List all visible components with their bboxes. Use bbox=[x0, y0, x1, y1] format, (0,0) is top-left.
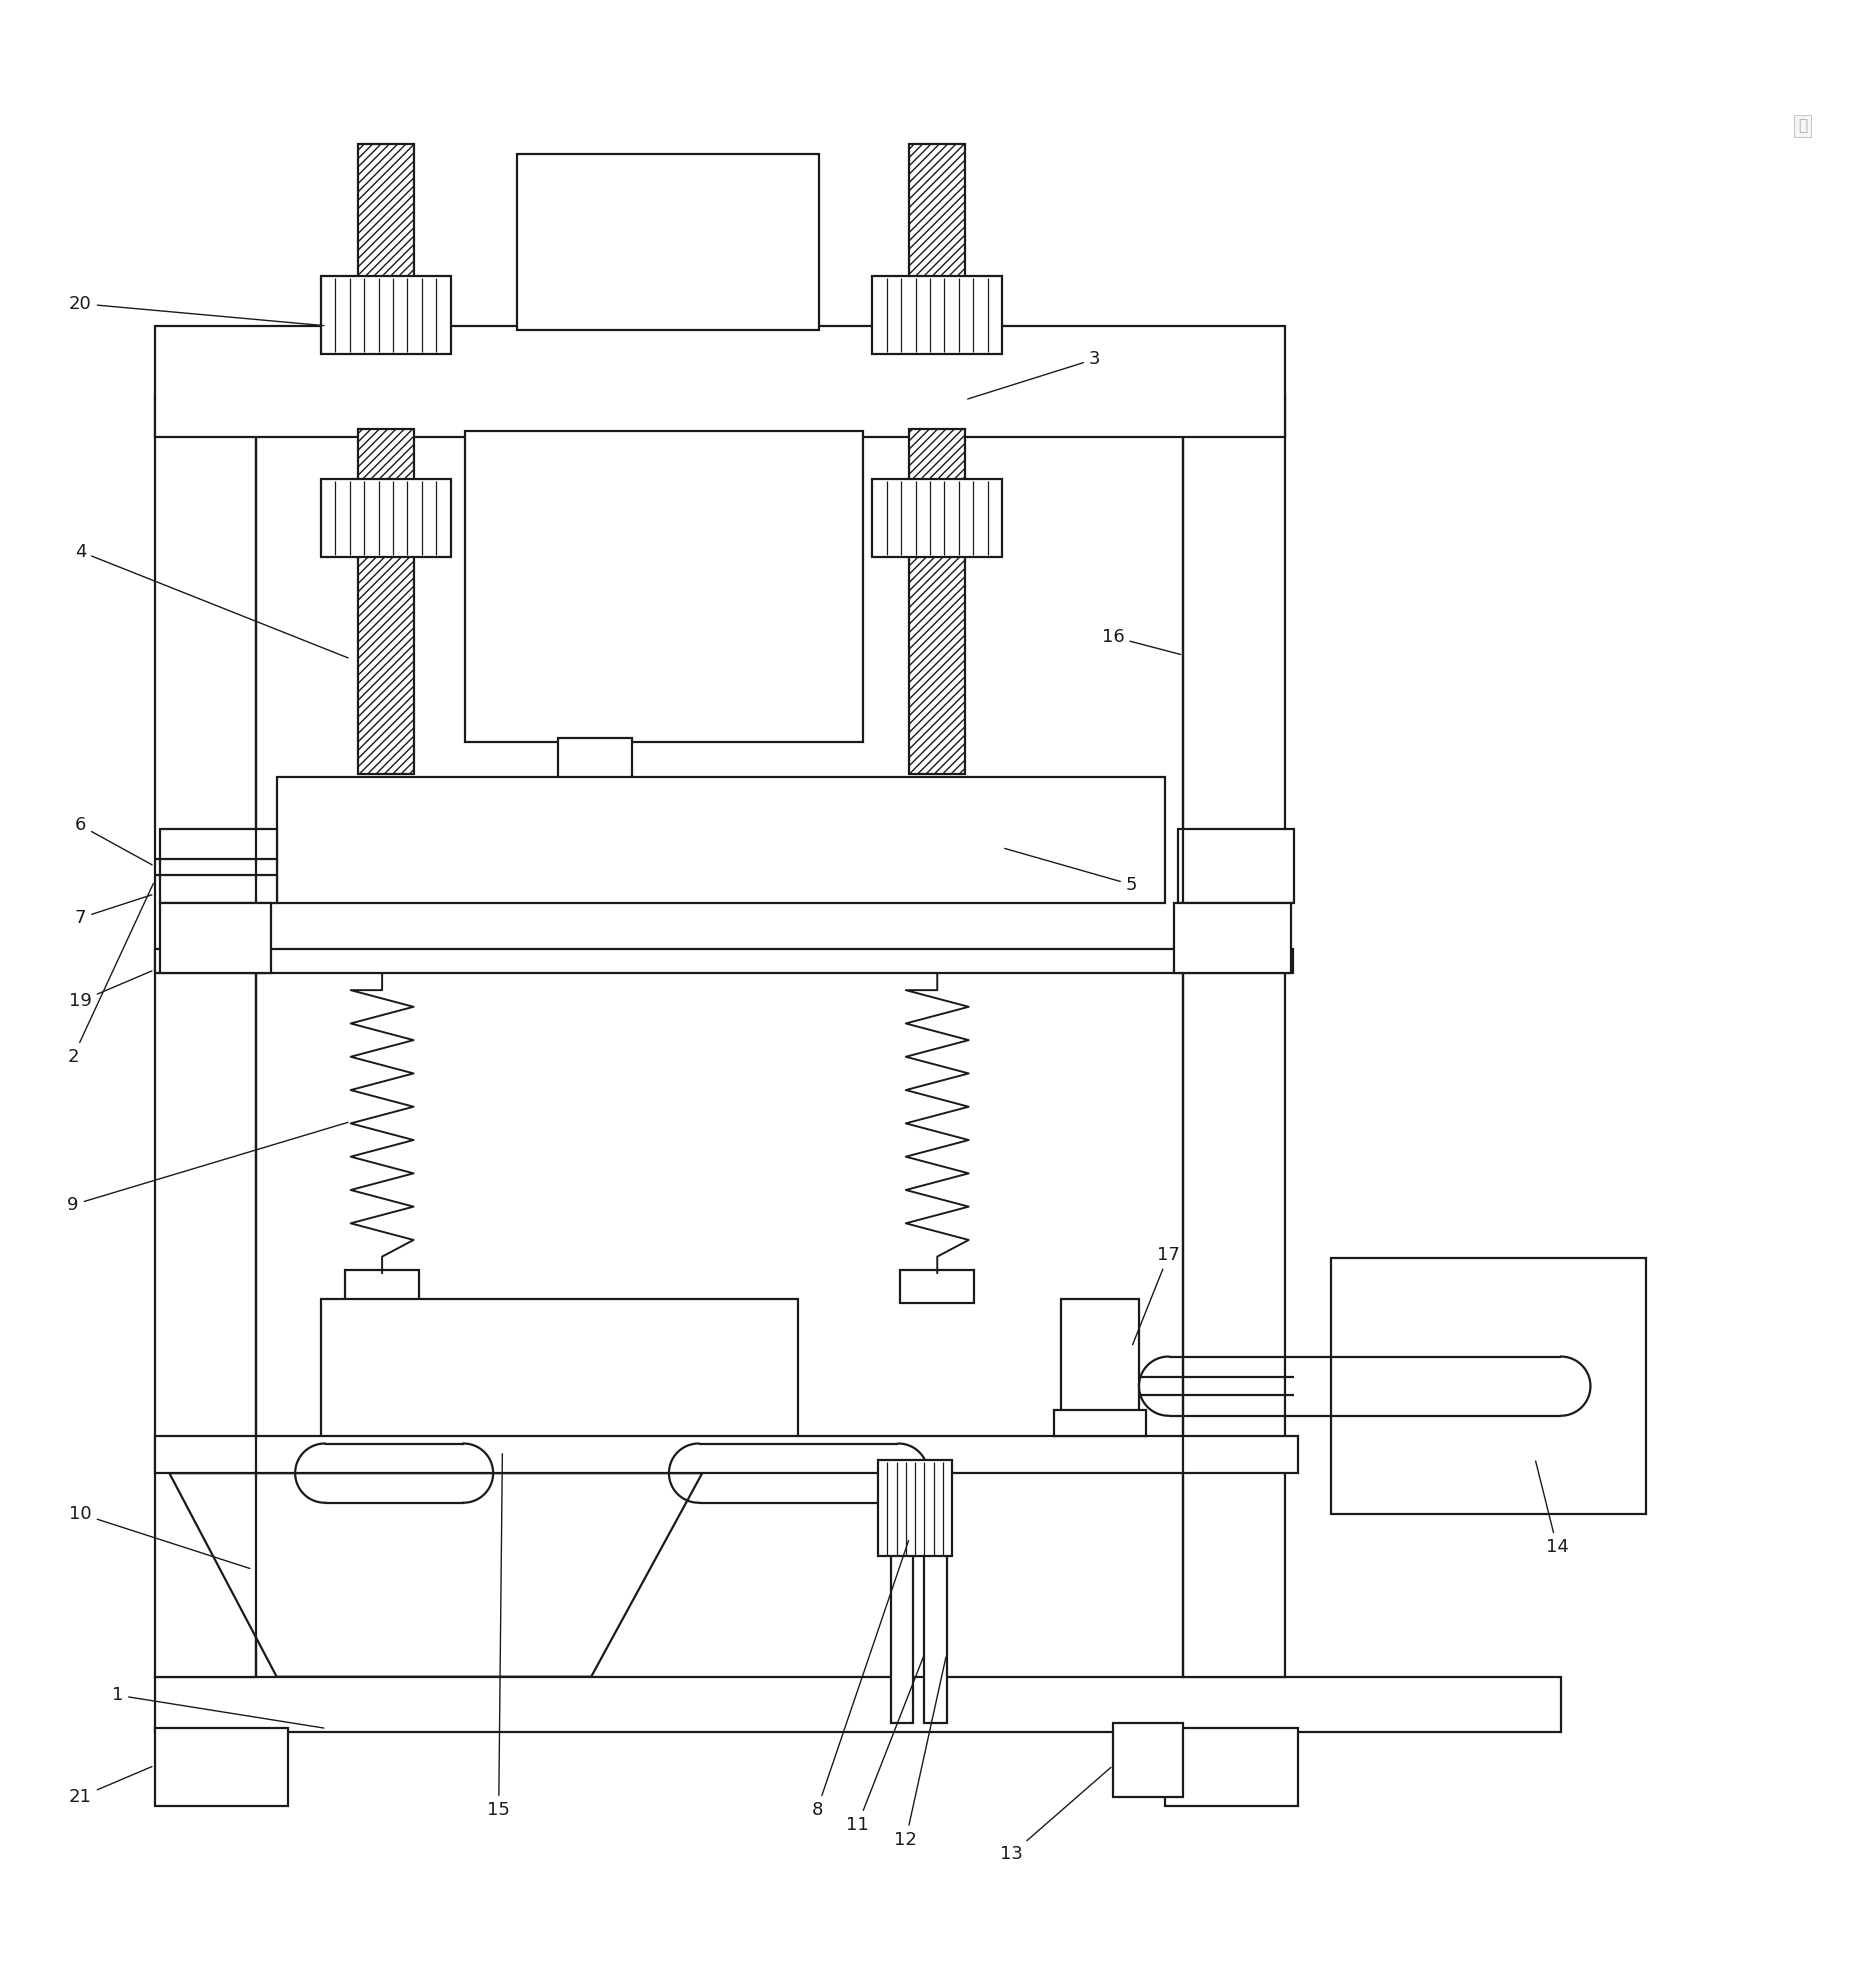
Bar bbox=[1113, 1722, 1183, 1798]
Bar bbox=[558, 738, 631, 780]
Bar bbox=[872, 276, 1002, 353]
Bar bbox=[1165, 1728, 1297, 1805]
Bar bbox=[872, 480, 1002, 558]
Bar bbox=[466, 431, 863, 742]
Text: 5: 5 bbox=[1004, 849, 1137, 893]
Text: 1: 1 bbox=[111, 1686, 323, 1728]
Bar bbox=[1061, 1300, 1139, 1415]
Text: 13: 13 bbox=[1000, 1768, 1111, 1863]
Bar bbox=[1174, 903, 1289, 974]
Bar bbox=[358, 429, 414, 774]
Text: 10: 10 bbox=[69, 1504, 250, 1569]
Bar bbox=[1183, 397, 1284, 1676]
Text: 12: 12 bbox=[894, 1657, 946, 1849]
Bar bbox=[345, 1270, 419, 1303]
Text: 15: 15 bbox=[488, 1454, 510, 1819]
Bar bbox=[1178, 829, 1293, 903]
Text: 16: 16 bbox=[1102, 627, 1180, 655]
Bar bbox=[909, 429, 965, 774]
Bar bbox=[877, 1460, 952, 1555]
Bar bbox=[154, 1436, 1297, 1472]
Bar bbox=[518, 153, 818, 329]
Bar bbox=[890, 1553, 913, 1722]
Bar bbox=[358, 145, 414, 325]
Text: 19: 19 bbox=[69, 970, 152, 1010]
Bar bbox=[154, 397, 256, 1676]
Text: 14: 14 bbox=[1534, 1460, 1567, 1555]
Bar bbox=[321, 276, 451, 353]
Bar bbox=[154, 950, 1291, 974]
Text: 21: 21 bbox=[69, 1766, 152, 1805]
Text: 图: 图 bbox=[1797, 119, 1807, 133]
Bar bbox=[160, 903, 271, 974]
Text: 7: 7 bbox=[74, 895, 152, 927]
Bar bbox=[160, 829, 276, 903]
Text: 3: 3 bbox=[966, 349, 1100, 399]
Bar bbox=[924, 1553, 946, 1722]
Bar bbox=[900, 1270, 974, 1303]
Text: 17: 17 bbox=[1132, 1246, 1180, 1345]
Bar bbox=[276, 778, 1165, 903]
Text: 11: 11 bbox=[846, 1657, 922, 1833]
Text: 4: 4 bbox=[74, 542, 349, 659]
Bar bbox=[321, 1300, 798, 1440]
Text: 6: 6 bbox=[74, 817, 152, 865]
Text: 8: 8 bbox=[811, 1540, 909, 1819]
Text: 2: 2 bbox=[67, 883, 154, 1065]
Bar bbox=[909, 145, 965, 325]
Bar bbox=[1054, 1411, 1146, 1436]
Text: 9: 9 bbox=[67, 1123, 347, 1214]
Bar bbox=[321, 480, 451, 558]
Bar bbox=[154, 325, 1284, 436]
Text: 20: 20 bbox=[69, 296, 323, 325]
Bar bbox=[154, 1676, 1560, 1732]
Bar bbox=[154, 1728, 288, 1805]
Bar bbox=[1330, 1258, 1645, 1514]
Polygon shape bbox=[169, 1472, 701, 1676]
